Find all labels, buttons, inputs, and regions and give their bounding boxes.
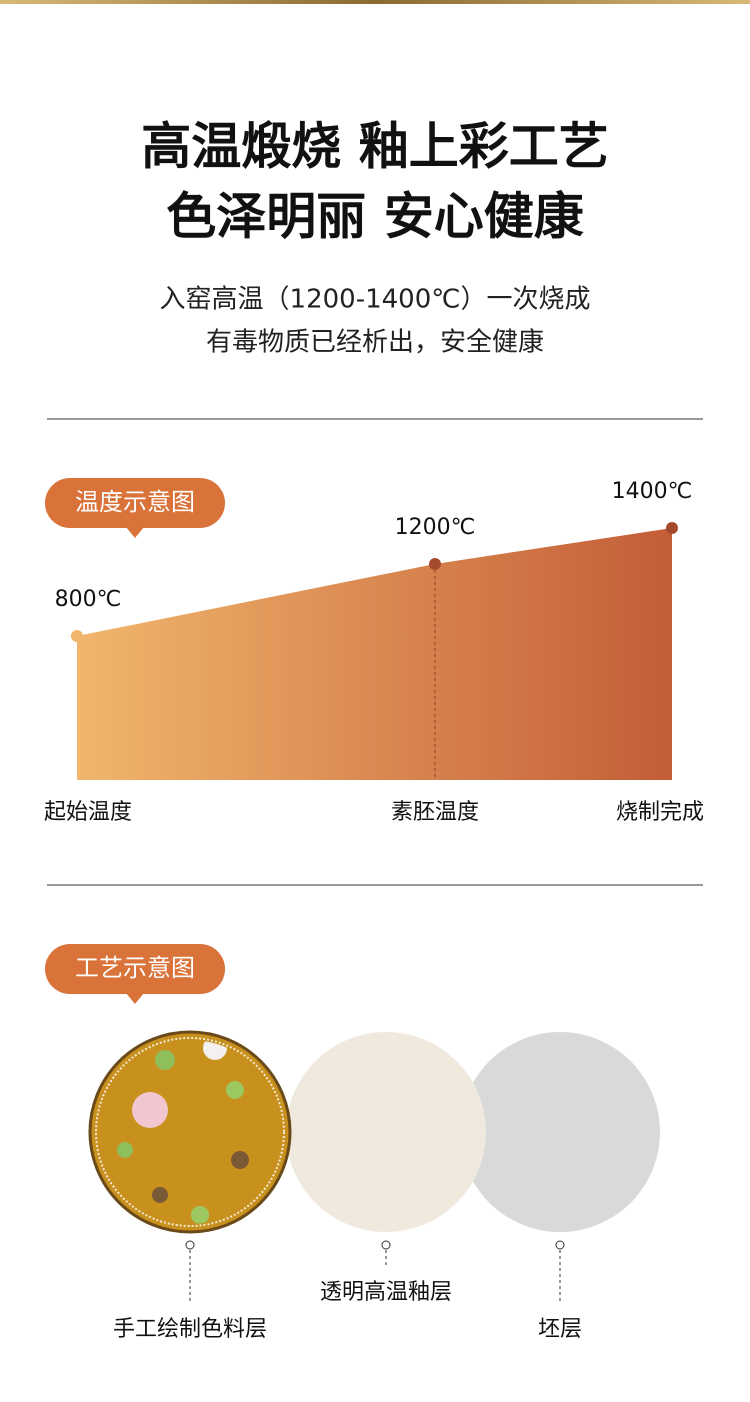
category-label: 起始温度 <box>44 800 132 825</box>
plate-decoration <box>152 1187 168 1203</box>
badge-text: 温度示意图 <box>75 488 195 516</box>
title: 高温煅烧 釉上彩工艺 <box>141 118 608 176</box>
value-label: 1200℃ <box>395 515 476 540</box>
layer-label: 坯层 <box>538 1317 582 1342</box>
value-label: 800℃ <box>55 587 122 612</box>
point <box>429 558 441 570</box>
point <box>71 630 83 642</box>
subtitle: 入窑高温（1200-1400℃）一次烧成 <box>160 285 591 315</box>
area <box>77 528 672 780</box>
plate-decoration <box>226 1081 244 1099</box>
layer-disc <box>286 1032 486 1232</box>
category-label: 素胚温度 <box>391 800 479 825</box>
plate-decoration <box>117 1142 133 1158</box>
value-label: 1400℃ <box>612 479 693 504</box>
plate-decoration <box>155 1050 175 1070</box>
category-label: 烧制完成 <box>616 800 704 825</box>
plate-rim <box>95 1037 285 1227</box>
pointer-dot <box>381 1240 391 1250</box>
title: 色泽明丽 安心健康 <box>166 188 583 246</box>
layer-label: 手工绘制色料层 <box>113 1317 267 1342</box>
layer-disc <box>460 1032 660 1232</box>
badge: 温度示意图 <box>45 478 225 538</box>
badge-text: 工艺示意图 <box>75 954 195 982</box>
point <box>666 522 678 534</box>
layer-disc <box>88 1030 292 1234</box>
pointer-dot <box>555 1240 565 1250</box>
badge: 工艺示意图 <box>45 944 225 1004</box>
top-border <box>0 0 750 4</box>
plate-decoration <box>191 1206 209 1224</box>
pointer-dot <box>185 1240 195 1250</box>
plate-decoration <box>231 1151 249 1169</box>
subtitle: 有毒物质已经析出，安全健康 <box>206 328 544 358</box>
layer-label: 透明高温釉层 <box>320 1280 452 1305</box>
plate-decoration <box>132 1092 168 1128</box>
chart: 800℃ 起始温度 1200℃ 素胚温度 1400℃ 烧制完成 <box>44 479 704 825</box>
